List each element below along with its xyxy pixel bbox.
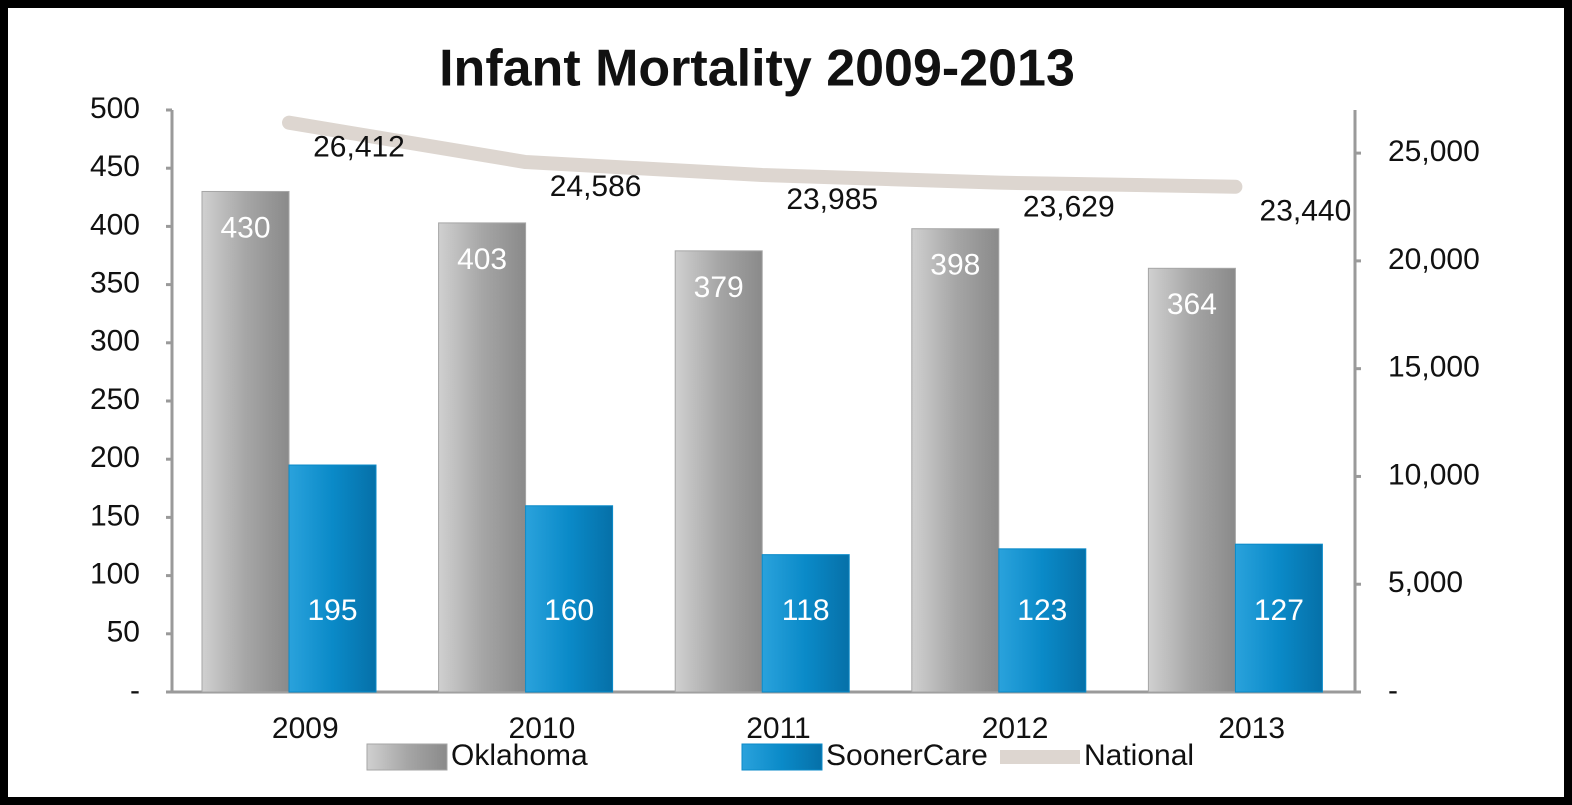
y2-tick-label: 20,000 [1388,243,1480,276]
legend-label: National [1084,739,1194,772]
data-label: 23,440 [1260,195,1352,228]
bar [911,228,1000,693]
y-tick-label: 150 [90,499,140,532]
y-tick-label: 300 [90,325,140,358]
data-label: 364 [1167,288,1217,321]
x-tick-label: 2009 [272,712,339,745]
data-label: 26,412 [313,131,405,164]
data-label: 23,985 [786,183,878,216]
y-tick-label: 500 [90,92,140,125]
bar [288,464,377,693]
y-tick-label: 250 [90,383,140,416]
data-label: 160 [544,594,594,627]
data-label: 23,629 [1023,191,1115,224]
y2-tick-label: 5,000 [1388,566,1463,599]
data-label: 430 [220,211,270,244]
y2-tick-label: - [1388,674,1398,707]
bar [525,505,614,693]
legend-label: Oklahoma [451,739,588,772]
legend-label: SoonerCare [826,739,988,772]
data-label: 123 [1017,594,1067,627]
bar [674,250,763,693]
y-tick-label: 50 [107,616,140,649]
y2-tick-label: 25,000 [1388,135,1480,168]
data-label: 398 [930,249,980,282]
x-tick-label: 2010 [509,712,576,745]
y-tick-label: 200 [90,441,140,474]
x-tick-label: 2013 [1218,712,1285,745]
legend-swatch [741,743,823,771]
x-tick-label: 2012 [982,712,1049,745]
data-label: 403 [457,243,507,276]
y2-tick-label: 10,000 [1388,458,1480,491]
data-label: 379 [694,271,744,304]
data-label: 195 [307,594,357,627]
y-tick-label: 400 [90,208,140,241]
y-tick-label: 450 [90,150,140,183]
legend-swatch [366,743,448,771]
data-label: 118 [782,594,830,627]
y-tick-label: 100 [90,558,140,591]
y2-tick-label: 15,000 [1388,351,1480,384]
bar [761,554,850,693]
bar [998,548,1087,693]
line [282,115,1243,194]
x-tick-label: 2011 [746,712,811,745]
bar [1234,543,1323,693]
bar [438,222,527,693]
bar [201,190,290,693]
bar [1147,267,1236,693]
y-tick-label: 350 [90,267,140,300]
data-label: 24,586 [550,170,642,203]
data-label: 127 [1254,594,1304,627]
y-tick-label: - [130,674,140,707]
chart-title: Infant Mortality 2009-2013 [439,40,1075,98]
